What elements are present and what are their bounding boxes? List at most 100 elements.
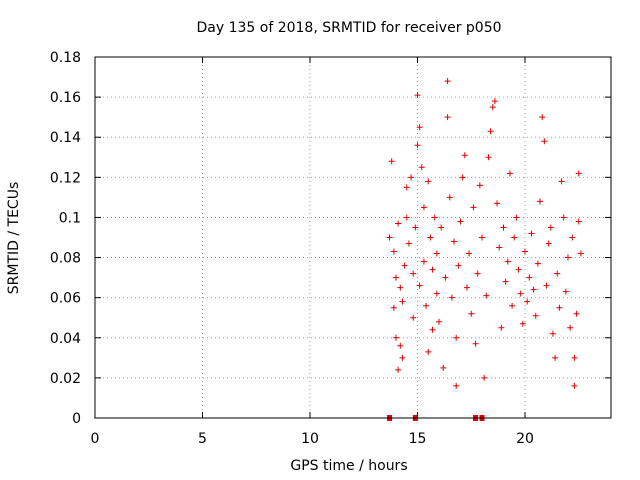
data-point xyxy=(466,250,473,257)
data-point xyxy=(487,128,494,135)
data-point xyxy=(534,260,541,267)
data-point xyxy=(575,218,582,225)
data-point xyxy=(395,366,402,373)
chart-title: Day 135 of 2018, SRMTID for receiver p05… xyxy=(196,20,501,36)
data-point xyxy=(468,310,475,317)
data-point xyxy=(549,330,556,337)
data-point xyxy=(393,274,399,281)
data-point xyxy=(433,290,440,297)
data-point xyxy=(556,304,563,311)
y-tick-label: 0.16 xyxy=(50,90,81,106)
data-point xyxy=(416,282,423,289)
x-axis-label: GPS time / hours xyxy=(290,458,407,474)
data-point xyxy=(519,320,526,327)
data-point xyxy=(403,184,410,191)
data-point xyxy=(429,266,436,273)
axis-ticks: 0 0.02 0.04 0.06 0.08 0.1 0.12 0.14 0.16 0.18 0 5 10… xyxy=(50,50,611,447)
data-point xyxy=(543,282,550,289)
data-point xyxy=(504,258,511,265)
data-point xyxy=(453,382,460,389)
data-point xyxy=(425,178,432,185)
x-tick-label: 15 xyxy=(409,431,427,447)
data-point xyxy=(571,382,578,389)
data-point xyxy=(461,152,468,159)
x-tick-label: 10 xyxy=(301,431,319,447)
data-point xyxy=(483,292,490,299)
plot-frame xyxy=(94,56,612,419)
data-point xyxy=(491,98,498,105)
data-point xyxy=(522,248,528,255)
data-point xyxy=(423,302,430,309)
y-tick-label: 0 xyxy=(72,411,81,427)
data-point xyxy=(393,334,399,341)
data-point xyxy=(425,348,432,355)
data-point xyxy=(524,298,531,305)
data-point xyxy=(532,312,539,319)
y-tick-label: 0.14 xyxy=(50,130,81,146)
data-point xyxy=(451,238,458,245)
y-tick-label: 0.06 xyxy=(50,291,81,307)
data-point xyxy=(502,278,509,285)
data-point xyxy=(405,240,412,247)
data-point xyxy=(444,114,451,121)
data-point xyxy=(539,114,546,121)
data-point xyxy=(545,240,552,247)
y-tick-label: 0.12 xyxy=(50,170,81,186)
data-point xyxy=(401,262,408,269)
data-point xyxy=(453,334,460,341)
data-point xyxy=(412,224,419,231)
data-point xyxy=(498,324,505,331)
data-point xyxy=(397,284,404,291)
data-point xyxy=(403,214,410,221)
data-point xyxy=(418,164,425,171)
data-point xyxy=(470,204,477,211)
y-tick-label: 0.18 xyxy=(50,50,81,66)
data-point xyxy=(397,342,404,349)
data-point xyxy=(420,204,427,211)
x-tick-label: 0 xyxy=(91,431,100,447)
data-point xyxy=(562,288,569,295)
data-point xyxy=(479,234,485,241)
data-point xyxy=(395,220,402,227)
data-point xyxy=(528,230,535,237)
data-point xyxy=(476,182,483,189)
data-point xyxy=(388,158,395,165)
data-point xyxy=(440,364,447,371)
data-point xyxy=(427,234,434,241)
data-point xyxy=(560,214,567,221)
data-point xyxy=(567,324,574,331)
data-point xyxy=(575,170,582,177)
data-point xyxy=(386,234,393,241)
data-point xyxy=(565,254,571,261)
grid xyxy=(95,57,611,418)
y-axis-label: SRMTID / TECUs xyxy=(6,182,22,295)
data-point xyxy=(541,138,548,145)
data-point xyxy=(489,104,496,111)
data-point xyxy=(429,326,436,333)
data-point xyxy=(569,234,576,241)
data-point xyxy=(448,294,455,301)
data-point xyxy=(455,262,462,269)
x-tick-label: 20 xyxy=(516,431,534,447)
data-point xyxy=(410,270,417,277)
data-point xyxy=(494,200,501,207)
data-point xyxy=(416,124,423,131)
data-point xyxy=(496,244,503,251)
data-point xyxy=(530,286,537,293)
data-point xyxy=(577,250,584,257)
data-point xyxy=(554,270,561,277)
data-point xyxy=(408,174,415,181)
data-point xyxy=(511,234,518,241)
data-point xyxy=(558,178,565,185)
data-point xyxy=(444,78,451,85)
data-point xyxy=(438,224,445,231)
data-point xyxy=(481,374,488,381)
data-point xyxy=(457,218,464,225)
data-point xyxy=(573,310,580,317)
data-point xyxy=(552,354,559,361)
data-point xyxy=(537,198,544,205)
data-point xyxy=(509,302,516,309)
data-point xyxy=(547,224,554,231)
y-tick-label: 0.1 xyxy=(59,210,81,226)
data-point xyxy=(436,318,442,325)
